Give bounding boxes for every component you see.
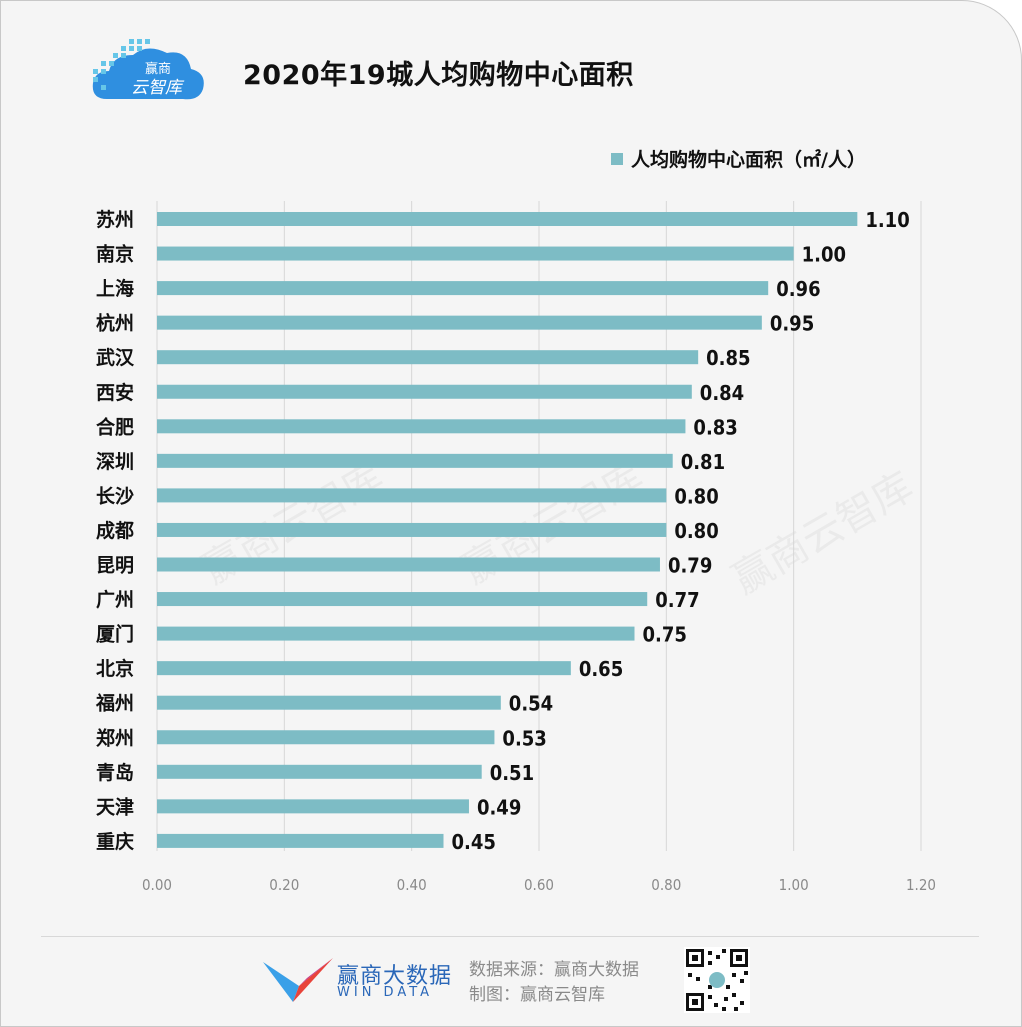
bar-value-label: 0.83	[693, 415, 737, 439]
bar-value-label: 0.49	[477, 795, 521, 819]
bar-value-label: 0.96	[776, 277, 820, 301]
brand-name: 赢商大数据	[337, 964, 453, 989]
y-category-label: 上海	[96, 277, 134, 300]
y-category-label: 成都	[96, 519, 134, 542]
bar-value-label: 0.79	[668, 554, 712, 578]
bar-value-label: 0.51	[490, 761, 534, 785]
x-tick-label: 0.40	[397, 876, 427, 894]
y-category-label: 昆明	[96, 555, 134, 577]
bar-value-label: 0.45	[452, 830, 496, 854]
legend-swatch	[611, 152, 623, 165]
y-category-label: 合肥	[96, 415, 134, 438]
bar	[157, 419, 686, 434]
x-tick-label: 1.00	[779, 876, 809, 894]
bar-value-label: 0.85	[706, 346, 750, 370]
win-data-logo-icon	[263, 958, 333, 1002]
x-tick-label: 0.20	[269, 876, 299, 894]
bar	[157, 557, 660, 572]
bar	[157, 833, 444, 848]
y-category-label: 深圳	[96, 450, 134, 473]
bar	[157, 453, 673, 468]
bar	[157, 661, 571, 676]
footer-divider	[41, 936, 979, 937]
bar	[157, 246, 794, 261]
bar-value-label: 0.81	[681, 450, 725, 474]
y-category-label: 厦门	[96, 623, 134, 646]
qr-code-icon	[684, 947, 750, 1013]
bar-value-label: 1.10	[865, 208, 909, 232]
y-category-label: 天津	[96, 795, 134, 818]
x-tick-label: 0.80	[651, 876, 681, 894]
y-category-label: 郑州	[96, 727, 134, 749]
bar	[157, 592, 648, 607]
bar-chart: 0.00 0.20 0.40 0.60 0.80 1.00 1.20 苏州 1.10 南京 1.00…	[95, 201, 936, 894]
legend: 人均购物中心面积（㎡/人）	[611, 145, 866, 172]
y-category-label: 广州	[96, 588, 134, 611]
bar-value-label: 0.95	[770, 312, 814, 336]
bar	[157, 488, 667, 503]
legend-label: 人均购物中心面积（㎡/人）	[631, 149, 866, 171]
yingshang-cloud-logo: 赢商 云智库	[92, 39, 204, 100]
brand-sub: WIN DATA	[337, 985, 434, 1000]
y-category-label: 武汉	[96, 347, 135, 369]
bar-value-label: 0.65	[579, 657, 623, 681]
x-tick-label: 0.60	[524, 876, 554, 894]
y-category-label: 苏州	[96, 208, 134, 231]
bar	[157, 626, 635, 641]
logo-text-bottom: 云智库	[131, 78, 185, 98]
y-category-label: 长沙	[96, 485, 134, 507]
bar	[157, 212, 858, 226]
x-tick-label: 0.00	[142, 876, 172, 894]
y-category-label: 青岛	[96, 761, 134, 784]
chart-credit: 制图：赢商云智库	[469, 985, 605, 1005]
bar-value-label: 0.53	[502, 726, 546, 750]
y-category-label: 南京	[96, 243, 134, 266]
bar-value-label: 0.80	[674, 519, 718, 543]
y-category-label: 杭州	[96, 312, 134, 335]
bar-value-label: 0.84	[700, 381, 744, 405]
bar	[157, 764, 482, 779]
bar-value-label: 0.75	[643, 623, 687, 647]
chart-title: 2020年19城人均购物中心面积	[243, 60, 634, 91]
bar	[157, 522, 667, 537]
y-category-label: 福州	[95, 692, 134, 715]
bar-value-label: 0.77	[655, 588, 699, 612]
source-block: 数据来源：赢商大数据 制图：赢商云智库	[469, 958, 639, 1008]
y-category-label: 北京	[96, 657, 134, 680]
bar-value-label: 1.00	[802, 243, 846, 267]
data-source: 数据来源：赢商大数据	[469, 960, 639, 980]
y-category-label: 重庆	[96, 830, 134, 853]
bar	[157, 281, 769, 296]
bar-value-label: 0.80	[674, 484, 718, 508]
bar	[157, 799, 469, 814]
y-category-label: 西安	[96, 381, 134, 404]
bar	[157, 350, 699, 365]
bar-value-label: 0.54	[509, 692, 553, 716]
bar	[157, 315, 762, 330]
bar	[157, 730, 495, 745]
logo-text-top: 赢商	[145, 61, 171, 77]
x-tick-label: 1.20	[906, 876, 936, 894]
bar	[157, 695, 501, 710]
bar	[157, 384, 692, 399]
